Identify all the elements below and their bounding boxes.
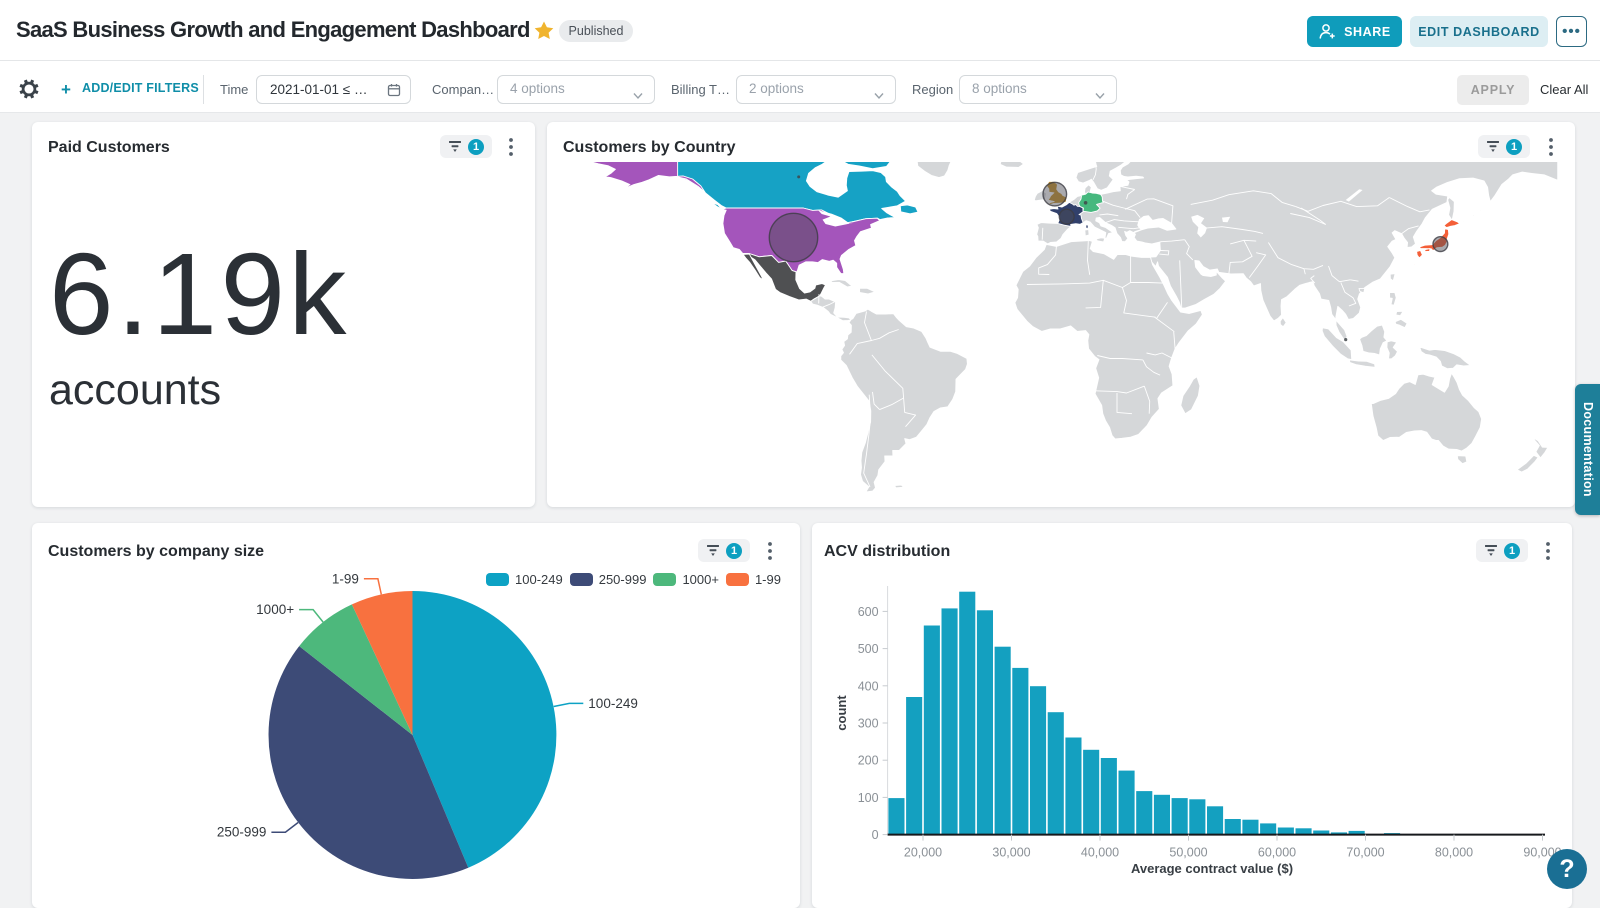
svg-text:30,000: 30,000 (992, 846, 1030, 860)
svg-text:250-999: 250-999 (217, 825, 267, 840)
svg-text:1-99: 1-99 (332, 571, 359, 586)
svg-text:600: 600 (858, 605, 879, 619)
svg-text:60,000: 60,000 (1258, 846, 1296, 860)
svg-text:1000+: 1000+ (256, 602, 294, 617)
svg-text:100-249: 100-249 (588, 696, 638, 711)
svg-text:100: 100 (858, 791, 879, 805)
svg-text:70,000: 70,000 (1346, 846, 1384, 860)
svg-text:80,000: 80,000 (1435, 846, 1473, 860)
svg-text:0: 0 (872, 828, 879, 842)
svg-text:300: 300 (858, 717, 879, 731)
svg-text:20,000: 20,000 (904, 846, 942, 860)
svg-text:500: 500 (858, 642, 879, 656)
svg-text:400: 400 (858, 679, 879, 693)
svg-text:count: count (834, 695, 849, 731)
svg-text:50,000: 50,000 (1169, 846, 1207, 860)
svg-text:40,000: 40,000 (1081, 846, 1119, 860)
svg-text:200: 200 (858, 754, 879, 768)
svg-text:Average contract value ($): Average contract value ($) (1131, 861, 1293, 876)
